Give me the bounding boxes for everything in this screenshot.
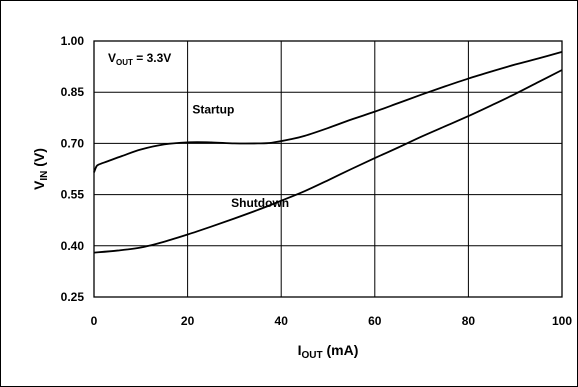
x-axis-label: IOUT (mA) <box>298 342 359 361</box>
series-line-startup <box>93 51 563 173</box>
plot-area <box>93 40 563 298</box>
y-tick-label: 0.85 <box>61 85 85 99</box>
y-tick-label: 0.40 <box>61 239 85 253</box>
y-tick-label: 0.55 <box>61 188 85 202</box>
curve-label-startup: Startup <box>192 103 234 117</box>
x-tick-label: 60 <box>368 314 382 328</box>
y-tick-label: 0.70 <box>61 136 85 150</box>
series-line-shutdown <box>93 69 563 254</box>
series-layer <box>93 51 563 254</box>
y-axis-label: VIN (V) <box>31 148 50 190</box>
x-tick-label: 100 <box>552 314 572 328</box>
x-tick-label: 40 <box>275 314 289 328</box>
curve-labels: Startup Shutdown <box>192 103 289 211</box>
tick-labels: 0 20 40 60 80 100 0.25 0.40 0.55 0.70 0.85 1.00 <box>61 34 573 328</box>
x-tick-label: 80 <box>462 314 476 328</box>
x-tick-label: 20 <box>181 314 195 328</box>
x-tick-label: 0 <box>91 314 98 328</box>
y-tick-label: 1.00 <box>61 34 85 48</box>
vout-annotation: VOUT = 3.3V <box>108 51 171 67</box>
y-tick-label: 0.25 <box>61 290 85 304</box>
curve-label-shutdown: Shutdown <box>231 196 289 210</box>
